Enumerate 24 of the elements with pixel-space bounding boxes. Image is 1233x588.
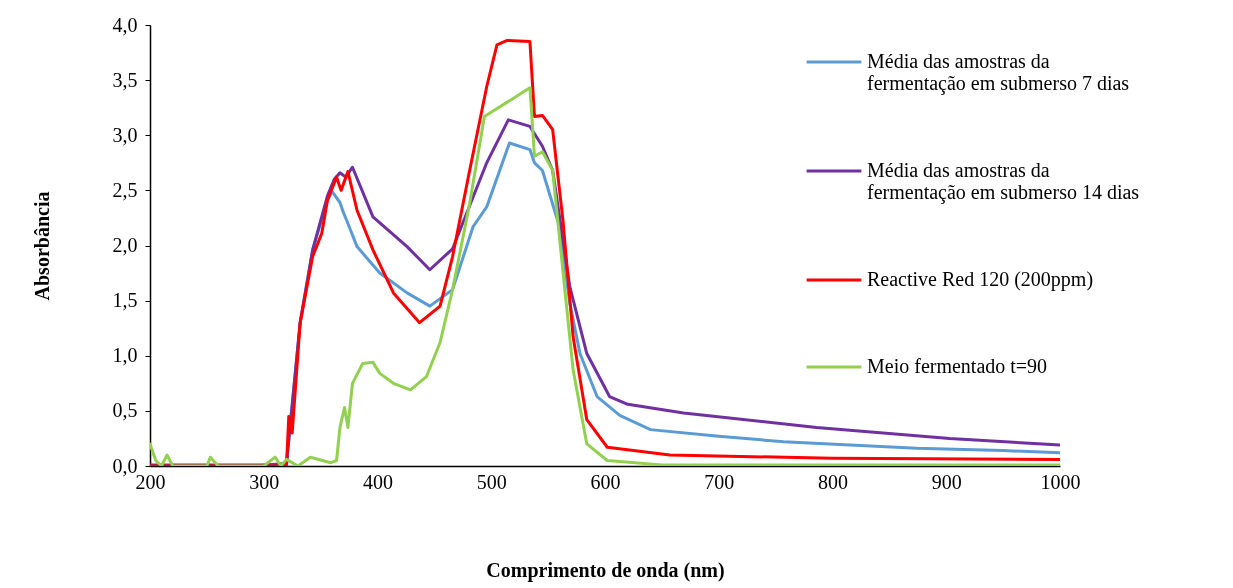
x-tick-label: 200 — [135, 470, 166, 493]
y-axis-title: Absorbância — [30, 191, 53, 301]
y-tick-label: 0,0 — [112, 454, 138, 477]
x-tick-label: 900 — [931, 470, 962, 493]
x-tick-label: 700 — [704, 470, 735, 493]
legend-label: Média das amostras da fermentação em submerso 14 dias — [867, 159, 1140, 204]
x-tick-label: 800 — [818, 470, 848, 493]
y-tick-label: 1,5 — [112, 289, 138, 312]
y-tick-label: 2,5 — [112, 178, 138, 201]
x-axis-title: Comprimento de onda (nm) — [486, 558, 725, 582]
y-tick-label: 1,0 — [112, 344, 138, 367]
y-tick-label: 0,5 — [112, 399, 138, 422]
legend-label: Média das amostras da fermentação em submerso 7 dias — [867, 50, 1130, 95]
y-tick-label: 4,0 — [112, 13, 138, 36]
x-tick-label: 500 — [476, 470, 507, 493]
y-tick-label: 3,5 — [112, 68, 138, 91]
legend-label: Meio fermentado t=90 — [867, 355, 1048, 377]
x-tick-label: 400 — [363, 470, 393, 493]
x-tick-label: 300 — [249, 470, 280, 493]
y-tick-label: 2,0 — [112, 234, 138, 256]
legend-label: Reactive Red 120 (200ppm) — [867, 268, 1094, 291]
x-tick-label: 600 — [590, 470, 621, 493]
y-tick-label: 3,0 — [112, 123, 138, 146]
x-tick-label: 1000 — [1040, 470, 1081, 493]
